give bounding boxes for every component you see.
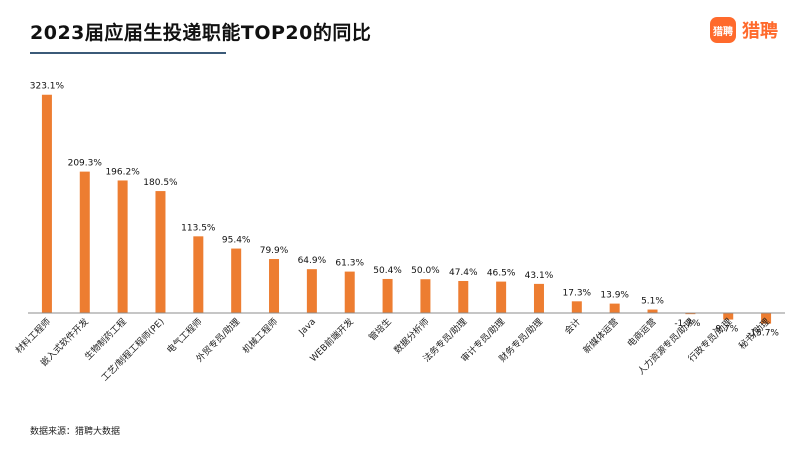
bar-9 xyxy=(345,272,355,313)
bar-1 xyxy=(42,95,52,313)
category-label-7: 机械工程师 xyxy=(240,316,280,356)
value-labels-group: 323.1% 209.3%196.2%180.5% 113.5% 95.4% 79.9%… xyxy=(30,82,780,339)
bar-14 xyxy=(534,284,544,313)
data-source-note: 数据来源：猎聘大数据 xyxy=(30,424,120,437)
value-label-16: 13.9% xyxy=(600,291,629,301)
value-label-15: 17.3% xyxy=(563,288,592,298)
bar-8 xyxy=(307,269,317,313)
category-label-10: 管培生 xyxy=(366,316,394,344)
value-label-13: 46.5% xyxy=(487,269,516,279)
category-label-11: 数据分析师 xyxy=(391,316,431,356)
bars-group xyxy=(42,95,771,324)
category-label-4: 工艺/制程工程师(PE) xyxy=(99,316,167,384)
bar-2 xyxy=(80,172,90,313)
value-label-8: 64.9% xyxy=(298,256,327,266)
value-label-2: 209.3% xyxy=(68,159,103,169)
category-label-16: 新媒体运营 xyxy=(580,316,620,356)
value-label-6: 95.4% xyxy=(222,236,251,246)
category-label-17: 电商运营 xyxy=(625,316,659,350)
bar-10 xyxy=(383,279,393,313)
bar-4 xyxy=(155,191,165,313)
bar-12 xyxy=(458,281,468,313)
value-label-17: 5.1% xyxy=(641,297,664,307)
bar-13 xyxy=(496,282,506,313)
value-label-3: 196.2% xyxy=(105,167,140,177)
value-label-14: 43.1% xyxy=(525,271,554,281)
category-label-5: 电气工程师 xyxy=(164,316,204,356)
bar-5 xyxy=(193,236,203,313)
value-label-5: 113.5% xyxy=(181,223,216,233)
value-label-9: 61.3% xyxy=(335,259,364,269)
bar-7 xyxy=(269,259,279,313)
bar-17 xyxy=(648,310,658,313)
value-label-4: 180.5% xyxy=(143,178,178,188)
bar-11 xyxy=(420,279,430,313)
bar-6 xyxy=(231,249,241,313)
bar-3 xyxy=(118,180,128,313)
category-label-1: 材料工程师 xyxy=(13,316,53,356)
value-label-7: 79.9% xyxy=(260,246,289,256)
category-labels-group: 材料工程师嵌入式软件开发生物制药工程工艺/制程工程师(PE)电气工程师外贸专员/… xyxy=(13,316,772,384)
bar-16 xyxy=(610,304,620,313)
value-label-1: 323.1% xyxy=(30,82,65,92)
category-label-15: 会计 xyxy=(562,316,583,337)
value-label-10: 50.4% xyxy=(373,266,402,276)
category-label-8: Java xyxy=(297,317,318,338)
value-label-11: 50.0% xyxy=(411,266,440,276)
value-label-12: 47.4% xyxy=(449,268,478,278)
bar-15 xyxy=(572,301,582,313)
